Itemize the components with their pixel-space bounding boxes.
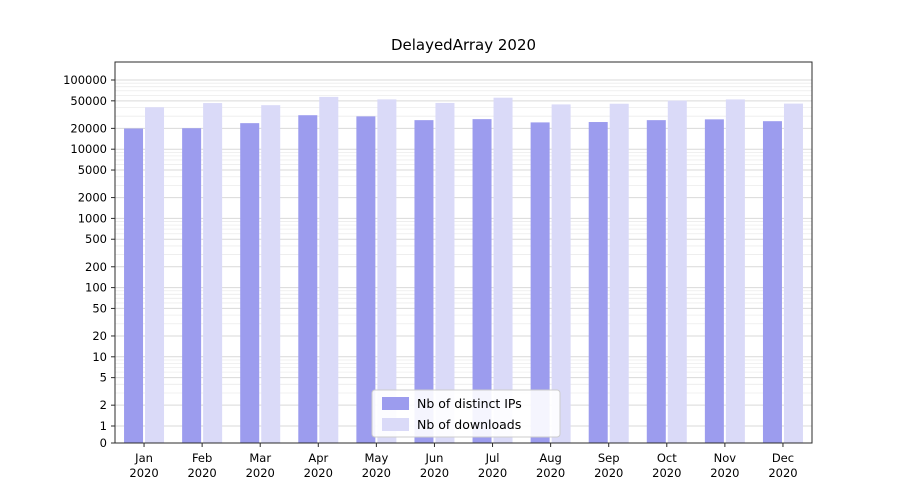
x-axis: Jan2020Feb2020Mar2020Apr2020May2020Jun20… xyxy=(129,443,798,480)
x-tick-label-year: 2020 xyxy=(768,466,797,480)
bar-distinct-ips-jun xyxy=(414,120,434,443)
x-tick-label-year: 2020 xyxy=(478,466,507,480)
x-tick-label-month: May xyxy=(364,451,388,465)
bar-downloads-may xyxy=(377,99,397,443)
x-tick-label-year: 2020 xyxy=(652,466,681,480)
bar-distinct-ips-may xyxy=(356,116,376,444)
bar-downloads-jan xyxy=(145,107,165,444)
gridlines xyxy=(115,79,812,427)
bar-distinct-ips-jan xyxy=(124,128,144,444)
y-tick-label: 20 xyxy=(92,329,107,343)
bar-downloads-nov xyxy=(725,99,745,443)
x-tick-label-month: Oct xyxy=(657,451,677,465)
chart-title: DelayedArray 2020 xyxy=(391,36,536,54)
y-tick-label: 5 xyxy=(100,371,107,385)
legend-label-downloads: Nb of downloads xyxy=(417,417,521,432)
bar-downloads-aug xyxy=(551,104,571,444)
bar-downloads-mar xyxy=(261,105,281,444)
y-tick-label: 50 xyxy=(92,301,107,315)
bar-distinct-ips-dec xyxy=(762,121,782,443)
x-tick-label-month: Apr xyxy=(308,451,328,465)
x-tick-label-year: 2020 xyxy=(710,466,739,480)
y-tick-label: 1000 xyxy=(78,211,107,225)
y-tick-label: 50000 xyxy=(70,94,107,108)
x-tick-label-year: 2020 xyxy=(246,466,275,480)
y-tick-label: 5000 xyxy=(78,163,107,177)
x-tick-label-year: 2020 xyxy=(420,466,449,480)
x-tick-label-month: Nov xyxy=(714,451,737,465)
x-tick-label-month: Mar xyxy=(249,451,271,465)
plot-border xyxy=(114,61,813,444)
bar-distinct-ips-mar xyxy=(240,123,260,444)
bar-distinct-ips-nov xyxy=(704,119,724,444)
y-tick-label: 2000 xyxy=(78,191,107,205)
bar-distinct-ips-aug xyxy=(530,122,550,443)
bar-distinct-ips-sep xyxy=(588,122,608,444)
y-tick-label: 500 xyxy=(85,232,107,246)
y-tick-label: 2 xyxy=(100,398,107,412)
bar-downloads-apr xyxy=(319,96,339,443)
y-tick-label: 10000 xyxy=(70,142,107,156)
bar-downloads-jun xyxy=(435,102,455,443)
x-tick-label-month: Sep xyxy=(598,451,620,465)
bar-distinct-ips-oct xyxy=(646,120,666,443)
x-tick-label-year: 2020 xyxy=(187,466,216,480)
legend-label-distinct-ips: Nb of distinct IPs xyxy=(417,396,522,411)
x-tick-label-year: 2020 xyxy=(594,466,623,480)
bar-downloads-oct xyxy=(667,100,687,444)
x-tick-label-month: Aug xyxy=(539,451,561,465)
bar-downloads-dec xyxy=(783,103,803,443)
x-tick-label-month: Dec xyxy=(772,451,794,465)
bar-distinct-ips-jul xyxy=(472,119,492,443)
legend-swatch-downloads xyxy=(382,418,409,431)
x-tick-label-month: Jan xyxy=(134,451,153,465)
x-tick-label-year: 2020 xyxy=(304,466,333,480)
bar-distinct-ips-apr xyxy=(298,115,318,444)
y-tick-label: 100 xyxy=(85,281,107,295)
x-tick-label-year: 2020 xyxy=(129,466,158,480)
y-tick-label: 20000 xyxy=(70,121,107,135)
legend-swatch-distinct-ips xyxy=(382,397,409,410)
y-tick-label: 10 xyxy=(92,350,107,364)
y-tick-label: 100000 xyxy=(63,73,107,87)
legend: Nb of distinct IPs Nb of downloads xyxy=(371,389,561,438)
x-tick-label-month: Jun xyxy=(424,451,443,465)
y-tick-label: 1 xyxy=(100,419,107,433)
bars xyxy=(124,96,803,444)
bar-distinct-ips-feb xyxy=(182,128,202,444)
x-tick-label-year: 2020 xyxy=(536,466,565,480)
x-tick-label-month: Jul xyxy=(485,451,500,465)
x-tick-label-year: 2020 xyxy=(362,466,391,480)
legend-box xyxy=(371,389,561,438)
bar-downloads-feb xyxy=(203,103,223,443)
bar-downloads-jul xyxy=(493,97,513,444)
y-tick-label: 200 xyxy=(85,260,107,274)
y-tick-label: 0 xyxy=(100,436,107,450)
x-tick-label-month: Feb xyxy=(192,451,212,465)
y-axis: 0 1 2 5 10 20 50 100 200 500 1000 2000 5000 10000 2000… xyxy=(63,73,115,450)
bar-downloads-sep xyxy=(609,103,629,443)
